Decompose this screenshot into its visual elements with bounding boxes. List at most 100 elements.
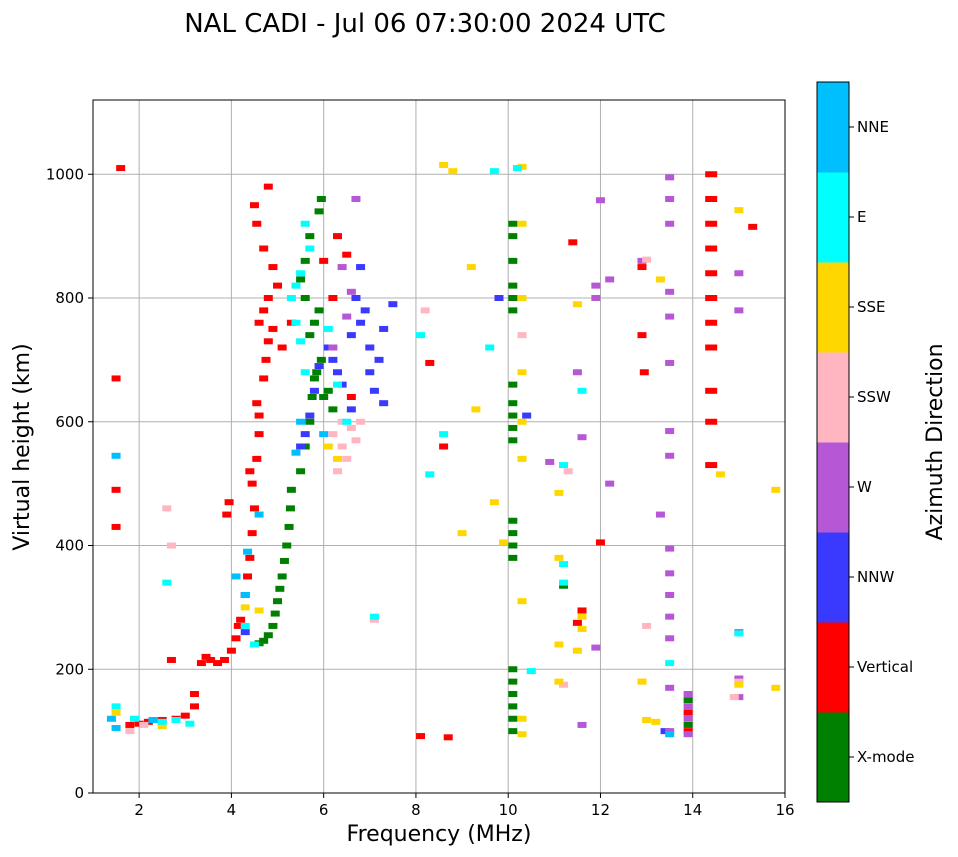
data-point (734, 270, 744, 277)
data-point (346, 394, 356, 400)
data-point (665, 452, 675, 459)
data-point (252, 220, 262, 227)
data-point (111, 725, 121, 732)
data-point (312, 369, 322, 376)
data-point (734, 307, 744, 314)
data-point (471, 406, 481, 413)
data-point (605, 480, 615, 487)
data-point (639, 369, 649, 376)
data-point (554, 554, 564, 561)
data-point (143, 718, 153, 725)
data-point (106, 715, 116, 722)
data-point (275, 585, 285, 592)
data-point (247, 480, 257, 487)
data-point (233, 622, 243, 629)
data-point (683, 703, 693, 710)
data-point (333, 381, 343, 388)
data-point (333, 233, 343, 240)
data-point (439, 431, 449, 438)
data-point (563, 468, 573, 475)
data-point (771, 486, 781, 493)
data-point (508, 517, 518, 524)
plot-area (93, 100, 785, 793)
data-point (379, 400, 389, 407)
data-point (665, 359, 675, 366)
data-point (360, 307, 370, 314)
data-point (771, 684, 781, 691)
data-point (508, 691, 518, 697)
data-point (333, 455, 343, 462)
data-point (201, 653, 211, 660)
data-point (254, 607, 264, 614)
data-point (157, 718, 167, 725)
colorbar-swatch (817, 82, 849, 173)
data-point (351, 196, 361, 202)
data-point (254, 431, 264, 438)
data-point (346, 332, 356, 339)
data-point (683, 731, 693, 738)
data-point (637, 332, 647, 339)
data-point (554, 678, 564, 685)
data-point (240, 622, 250, 629)
data-point (134, 720, 144, 727)
data-point (346, 424, 356, 431)
x-tick-label: 14 (683, 801, 702, 819)
data-point (374, 356, 384, 363)
data-point (356, 264, 366, 271)
colorbar-tick-label: W (857, 478, 872, 496)
data-point (439, 443, 449, 450)
data-point (508, 295, 518, 301)
data-point (328, 295, 338, 301)
data-point (369, 616, 379, 623)
data-point (508, 400, 518, 407)
data-point (337, 418, 347, 425)
data-point (512, 165, 522, 172)
data-point (508, 437, 518, 444)
data-point (268, 325, 278, 332)
data-point (206, 656, 216, 663)
data-point (319, 257, 329, 264)
data-point (249, 641, 259, 648)
data-point (180, 712, 190, 719)
data-point (665, 684, 675, 691)
data-point (577, 626, 587, 633)
data-point (243, 573, 253, 580)
data-point (277, 344, 287, 351)
data-point (226, 647, 236, 654)
colorbar-tick-label: Vertical (857, 658, 913, 676)
data-point (342, 455, 352, 462)
data-point (577, 607, 587, 614)
data-point (309, 387, 319, 394)
data-point (337, 381, 347, 388)
data-point (517, 163, 527, 170)
data-point (189, 691, 199, 697)
data-point (296, 468, 306, 475)
data-point (665, 288, 675, 295)
data-point (243, 548, 253, 555)
data-point (236, 616, 246, 623)
colorbar-swatch (817, 172, 849, 263)
data-point (665, 196, 675, 202)
data-point (291, 319, 301, 326)
data-point (305, 412, 315, 419)
data-point (705, 245, 718, 252)
data-point (252, 455, 262, 462)
series-w (328, 174, 744, 738)
y-tick-label: 400 (55, 537, 84, 555)
data-point (314, 307, 324, 314)
data-point (296, 270, 306, 277)
data-point (705, 220, 718, 227)
data-point (715, 471, 725, 478)
plot-border (92, 99, 786, 794)
data-point (365, 344, 375, 351)
data-point (705, 270, 718, 277)
data-point (231, 635, 241, 642)
data-point (665, 592, 675, 598)
data-point (263, 295, 273, 301)
data-point (316, 196, 326, 202)
data-point (665, 613, 675, 620)
data-point (508, 307, 518, 314)
chart-title: NAL CADI - Jul 06 07:30:00 2024 UTC (184, 9, 666, 39)
data-point (351, 295, 361, 301)
